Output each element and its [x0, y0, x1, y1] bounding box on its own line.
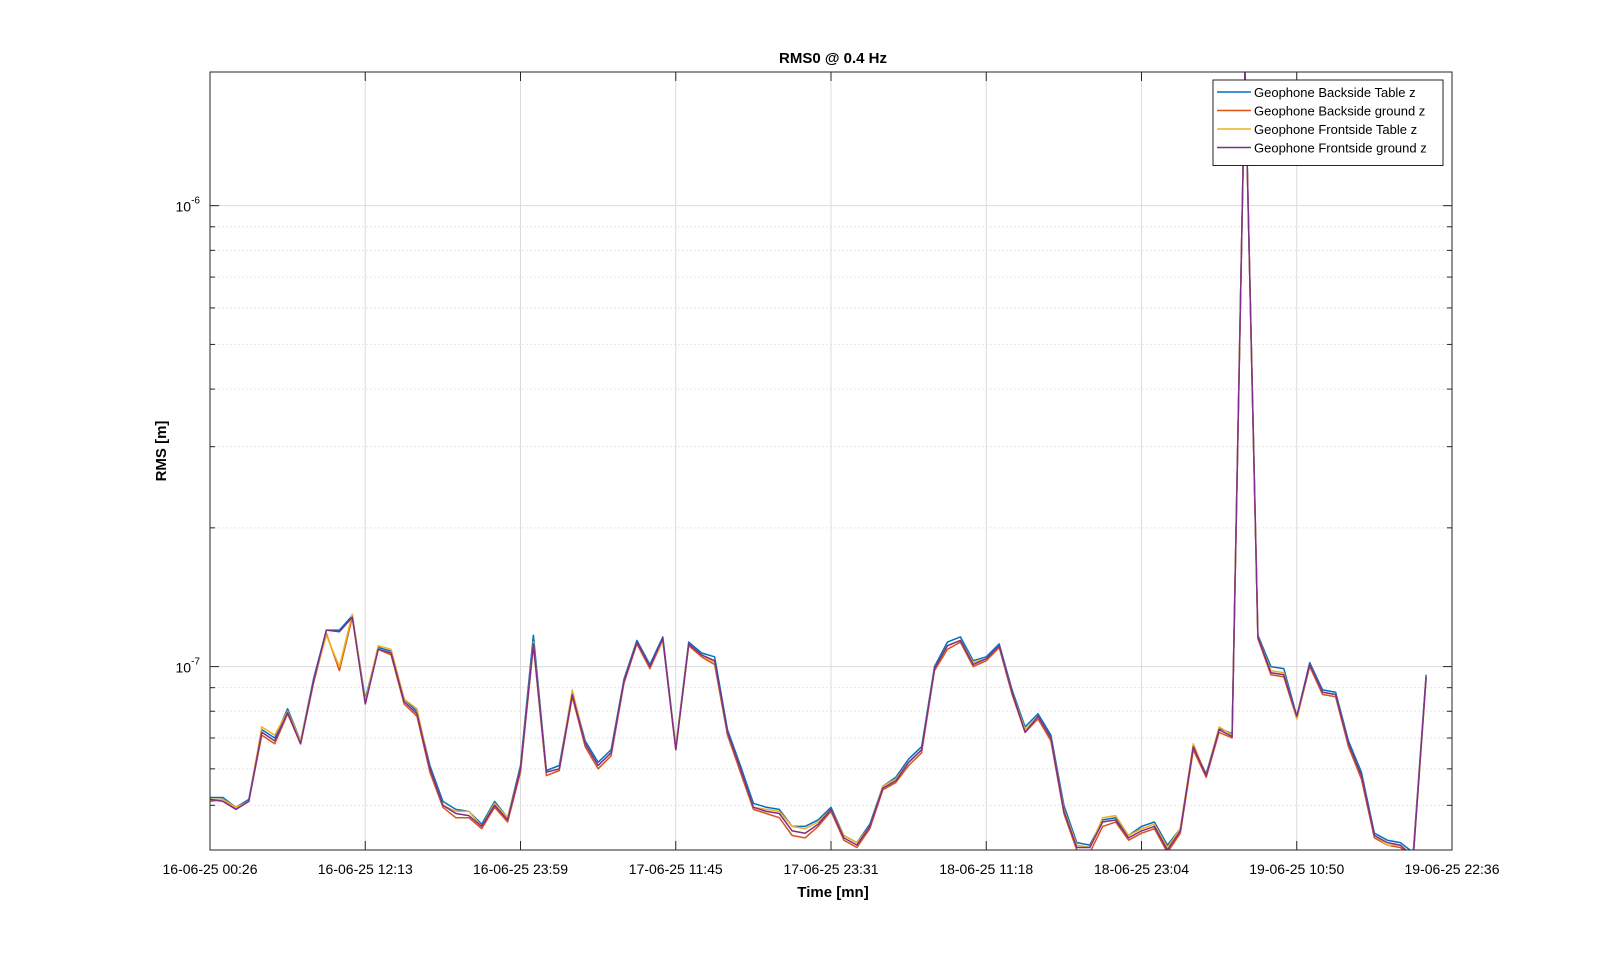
series-line-2	[210, 72, 1427, 850]
x-tick-label: 19-06-25 22:36	[1405, 861, 1500, 877]
legend-entry: Geophone Frontside ground z	[1254, 141, 1427, 156]
ticks	[209, 72, 1453, 851]
legend-entry: Geophone Frontside Table z	[1254, 122, 1417, 137]
legend-entry: Geophone Backside ground z	[1254, 104, 1425, 119]
y-tick-label: 10-6	[176, 196, 201, 215]
x-tick-label: 17-06-25 23:31	[784, 861, 879, 877]
tick-labels: 10-7 10-6 16-06-25 00:26 16-06-25 12:13 16-0…	[163, 196, 1500, 877]
series-layer	[210, 72, 1427, 850]
x-tick-label: 16-06-25 23:59	[473, 861, 568, 877]
x-tick-label: 19-06-25 10:50	[1249, 861, 1344, 877]
series-line-4	[210, 72, 1427, 850]
legend-box	[1212, 79, 1444, 166]
chart-title: RMS0 @ 0.4 Hz	[779, 50, 887, 67]
x-tick-label: 18-06-25 23:04	[1094, 861, 1189, 877]
y-axis-label: RMS [m]	[153, 421, 170, 482]
x-tick-label: 17-06-25 11:45	[629, 861, 723, 877]
legend: Geophone Backside Table z Geophone Backsi…	[1212, 79, 1444, 166]
x-axis-label: Time [mn]	[797, 884, 868, 901]
y-tick-label: 10-7	[176, 657, 201, 676]
legend-entry: Geophone Backside Table z	[1254, 85, 1416, 100]
series-line-3	[210, 72, 1427, 850]
x-tick-label: 16-06-25 12:13	[318, 861, 413, 877]
x-tick-label: 16-06-25 00:26	[163, 861, 258, 877]
x-tick-label: 18-06-25 11:18	[939, 861, 1033, 877]
